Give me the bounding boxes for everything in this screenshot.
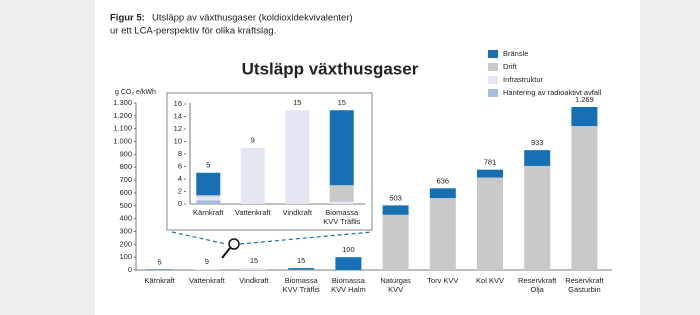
legend-label: Bränsle [503, 49, 528, 58]
y-tick-label: 0 [128, 265, 132, 274]
y-tick-label: 0 [178, 199, 182, 208]
bar-segment [241, 268, 267, 270]
bar-segment [240, 147, 265, 204]
bar-segment [382, 205, 409, 215]
bar-segment [196, 195, 221, 197]
x-tick-label: Vindkraft [283, 208, 313, 217]
bar-segment [477, 177, 503, 270]
total-label: 5 [158, 257, 162, 266]
total-label: 1.269 [575, 95, 594, 104]
total-label: 9 [205, 257, 209, 266]
bar-segment [329, 201, 354, 204]
total-label: 15 [297, 256, 305, 265]
zoom-line [171, 231, 227, 245]
y-tick-label: 100 [119, 252, 132, 261]
y-tick-label: 800 [119, 162, 132, 171]
magnifier-icon [221, 238, 240, 259]
y-tick-label: 14 [174, 111, 182, 120]
chart-title: Utsläpp växthusgaser [242, 59, 419, 78]
legend-label: Infrastruktur [503, 75, 544, 84]
x-tick-label: Vattenkraft [235, 208, 272, 217]
total-label: 636 [437, 176, 450, 185]
bar-segment [571, 126, 598, 270]
bar-segment [524, 165, 551, 270]
total-label: 15 [250, 256, 258, 265]
caption-line: Utsläpp av växthusgaser (koldioxidekviva… [152, 13, 353, 24]
x-tick-label: Reservkraft Olja [518, 276, 557, 294]
bar-segment [196, 196, 221, 201]
y-tick-label: 700 [119, 175, 132, 184]
y-tick-label: 6 [178, 161, 182, 170]
y-tick-label: 200 [119, 239, 132, 248]
y-tick-label: 8 [178, 149, 182, 158]
y-tick-label: 12 [174, 124, 182, 133]
x-tick-label: Kärnkraft [144, 276, 175, 285]
bar-segment [329, 185, 354, 202]
bar-segment [196, 200, 221, 204]
bar-segment [429, 198, 456, 270]
total-label: 9 [251, 136, 255, 145]
y-tick-label: 600 [119, 188, 132, 197]
y-tick-label: 1.000 [113, 137, 132, 146]
total-label: 933 [531, 138, 544, 147]
x-tick-label: Naturgas KVV [380, 276, 411, 294]
total-label: 100 [342, 245, 355, 254]
bar-segment [288, 268, 315, 270]
x-tick-label: Kol KVV [476, 276, 504, 285]
total-label: 503 [389, 193, 402, 202]
y-tick-label: 16 [174, 99, 182, 108]
x-tick-label: Biomassa KVV Halm [331, 276, 366, 294]
bar-segment [193, 268, 220, 270]
y-tick-label: 300 [119, 226, 132, 235]
y-axis-label: g CO₂ e/kWh [115, 89, 156, 96]
bar-segment [329, 110, 354, 186]
caption-line: ur ett LCA-perspektiv för olika kraftsla… [110, 26, 276, 37]
legend-swatch [488, 76, 498, 84]
y-tick-label: 1.200 [113, 111, 132, 120]
x-tick-label: Biomassa KVV Träflis [323, 208, 360, 226]
x-tick-label: Biomassa KVV Träflis [283, 276, 320, 294]
y-tick-label: 400 [119, 214, 132, 223]
y-tick-label: 10 [174, 136, 182, 145]
y-tick-label: 1.100 [113, 124, 132, 133]
legend-swatch [488, 50, 498, 58]
y-tick-label: 500 [119, 201, 132, 210]
bar-segment [571, 106, 598, 127]
total-label: 15 [338, 98, 346, 107]
x-tick-label: Vattenkraft [189, 276, 226, 285]
bar-segment [335, 257, 362, 270]
bar-segment [196, 172, 221, 196]
y-tick-label: 1.300 [113, 98, 132, 107]
y-tick-label: 2 [178, 186, 182, 195]
y-tick-label: 900 [119, 149, 132, 158]
bar-segment [382, 214, 409, 270]
total-label: 781 [484, 158, 497, 167]
total-label: 15 [293, 98, 301, 107]
legend-swatch [488, 89, 498, 97]
legend-label: Drift [503, 62, 518, 71]
bar-segment [524, 150, 551, 166]
x-tick-label: Vindkraft [239, 276, 269, 285]
total-label: 5 [206, 161, 210, 170]
legend-label: Hantering av radioaktivt avfall [503, 88, 602, 97]
bar-segment [429, 188, 456, 199]
x-tick-label: Torv KVV [427, 276, 458, 285]
x-tick-label: Kärnkraft [193, 208, 224, 217]
bar-segment [477, 169, 503, 178]
zoom-line [239, 231, 373, 245]
bar-segment [285, 110, 310, 204]
caption-label: Figur 5: [110, 13, 145, 24]
legend-swatch [488, 63, 498, 71]
x-tick-label: Reservkraft Gasturbin [565, 276, 604, 294]
y-tick-label: 4 [178, 174, 182, 183]
